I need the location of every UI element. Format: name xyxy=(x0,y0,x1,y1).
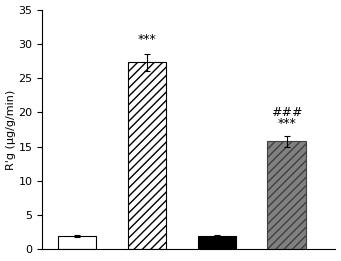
Y-axis label: R'g (μg/g/min): R'g (μg/g/min) xyxy=(5,89,16,170)
Text: ***: *** xyxy=(277,116,296,129)
Bar xyxy=(58,236,96,250)
Bar xyxy=(128,62,166,250)
Bar xyxy=(197,236,236,250)
Bar xyxy=(267,141,306,250)
Text: ***: *** xyxy=(137,33,156,46)
Text: ###: ### xyxy=(271,105,302,118)
